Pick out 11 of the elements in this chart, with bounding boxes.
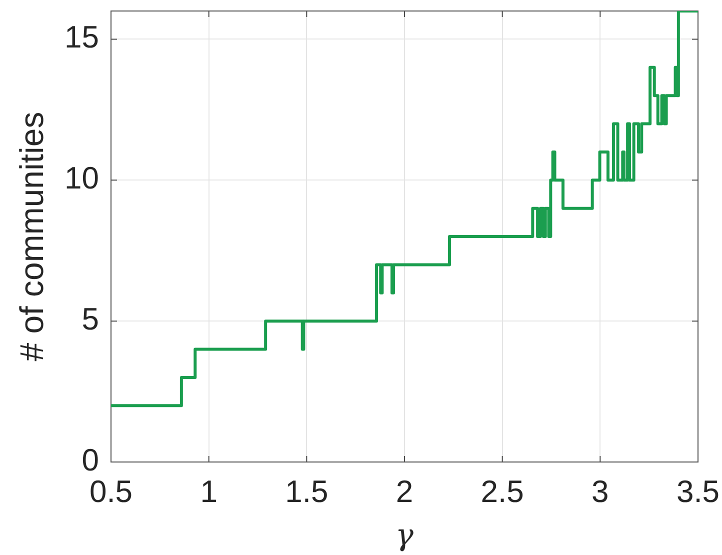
- x-tick-label: 1.5: [285, 474, 328, 510]
- y-axis-title: # of communities: [12, 112, 50, 362]
- y-tick-label: 15: [64, 20, 99, 55]
- x-tick-label: 3: [592, 474, 609, 510]
- y-tick-label: 5: [82, 302, 99, 337]
- x-tick-label: 2.5: [480, 474, 524, 510]
- x-tick-label: 2: [396, 474, 414, 510]
- y-tick-label: 10: [64, 160, 99, 196]
- x-tick-label: 1: [200, 474, 218, 510]
- x-axis-title: γ: [396, 518, 414, 553]
- x-tick-label: 3.5: [676, 474, 720, 510]
